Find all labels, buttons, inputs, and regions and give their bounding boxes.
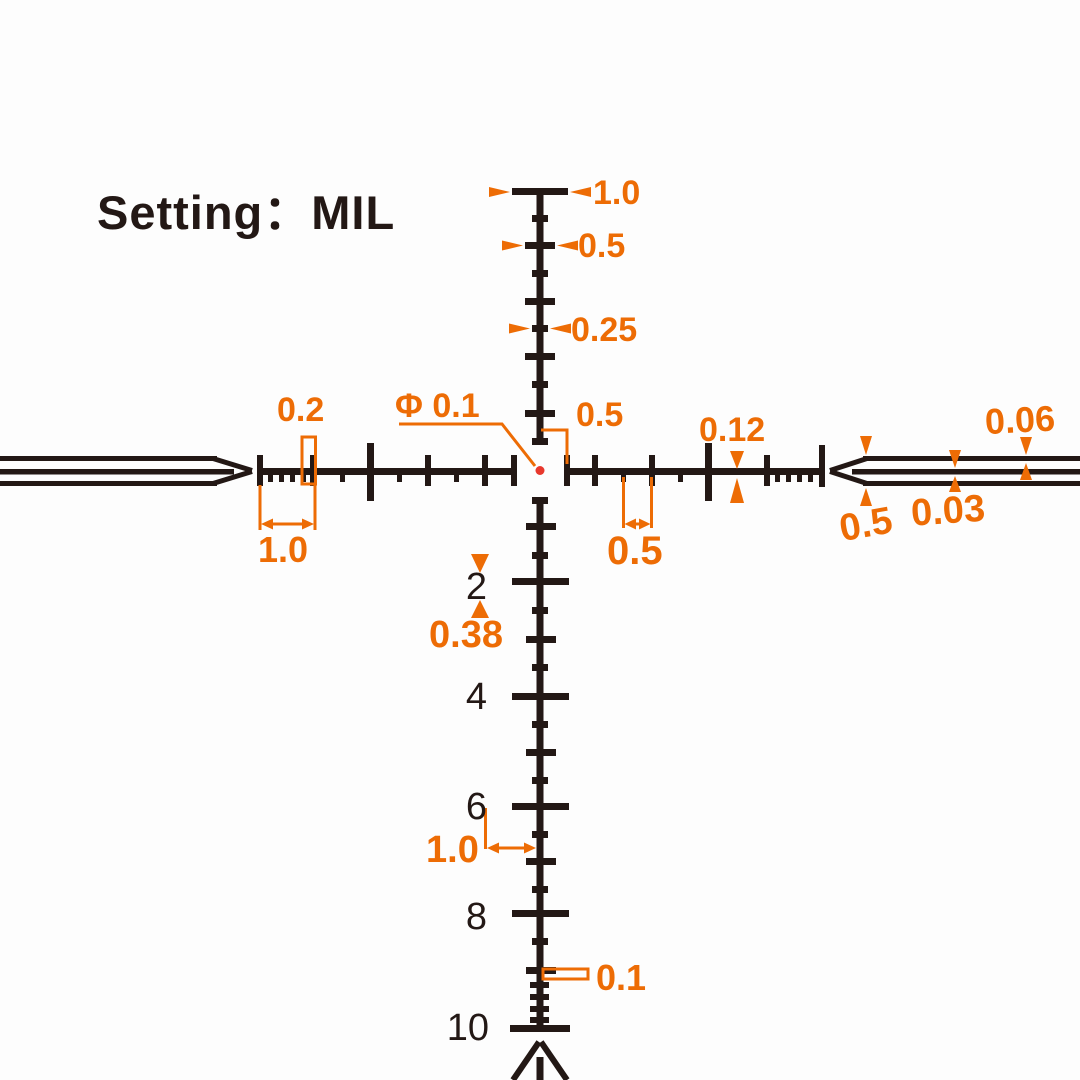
top-arm-ticks bbox=[512, 188, 568, 445]
center-gap-bracket bbox=[541, 428, 569, 464]
mil-scale-numbers: 2 4 6 8 10 bbox=[447, 566, 489, 1049]
label-center-gap: 0.5 bbox=[576, 396, 623, 434]
scale-number-2: 2 bbox=[466, 566, 487, 608]
right-post bbox=[829, 456, 1080, 486]
scale-number-8: 8 bbox=[466, 896, 487, 938]
label-tick-thickness: 0.1 bbox=[596, 957, 646, 998]
tick-thickness-box bbox=[541, 967, 590, 981]
label-line-thickness: 0.12 bbox=[699, 411, 765, 449]
label-numeral-height: 0.38 bbox=[429, 614, 503, 656]
dot-leader-line bbox=[399, 422, 537, 467]
scale-number-10: 10 bbox=[447, 1007, 489, 1049]
top-short-tick-arrows bbox=[509, 323, 571, 334]
label-center-dot-diameter: Φ 0.1 bbox=[395, 387, 480, 425]
right-half-mil-bracket bbox=[622, 477, 653, 530]
left-stadia-line bbox=[259, 468, 516, 475]
post-outer-line-arrows bbox=[1020, 437, 1032, 480]
label-post-center-line: 0.03 bbox=[910, 488, 987, 535]
reticle-crosshair bbox=[0, 188, 1080, 1080]
left-post bbox=[0, 456, 253, 486]
label-lower-mil: 1.0 bbox=[426, 829, 479, 871]
bottom-post bbox=[510, 1040, 570, 1080]
label-top-medium-tick: 0.5 bbox=[578, 227, 625, 265]
label-left-mil: 1.0 bbox=[258, 529, 308, 570]
label-top-short-tick: 0.25 bbox=[571, 311, 637, 349]
center-dot bbox=[535, 466, 545, 475]
line-thickness-arrows bbox=[730, 451, 744, 503]
page-title: Setting：MIL bbox=[97, 186, 395, 239]
post-thickness-arrows bbox=[860, 436, 872, 506]
label-post-outer-line: 0.06 bbox=[984, 397, 1056, 442]
post-center-line-arrows bbox=[949, 450, 961, 492]
lower-mil-callout bbox=[484, 808, 536, 854]
fine-interval-box bbox=[300, 435, 317, 486]
right-arm-ticks bbox=[564, 443, 825, 501]
label-post-thickness: 0.5 bbox=[836, 500, 895, 551]
top-long-tick-arrows bbox=[489, 187, 591, 197]
label-right-half-mil: 0.5 bbox=[607, 529, 663, 573]
right-stadia-line bbox=[566, 468, 823, 475]
bottom-arm-ticks bbox=[510, 497, 570, 1032]
left-mil-bracket bbox=[258, 485, 317, 530]
numeral-height-arrows bbox=[471, 554, 489, 618]
dimension-annotations bbox=[258, 187, 1032, 981]
label-fine-interval: 0.2 bbox=[277, 391, 324, 429]
scale-number-4: 4 bbox=[466, 676, 487, 718]
scale-number-6: 6 bbox=[466, 786, 487, 828]
top-medium-tick-arrows bbox=[502, 240, 578, 251]
label-top-long-tick: 1.0 bbox=[593, 174, 640, 212]
